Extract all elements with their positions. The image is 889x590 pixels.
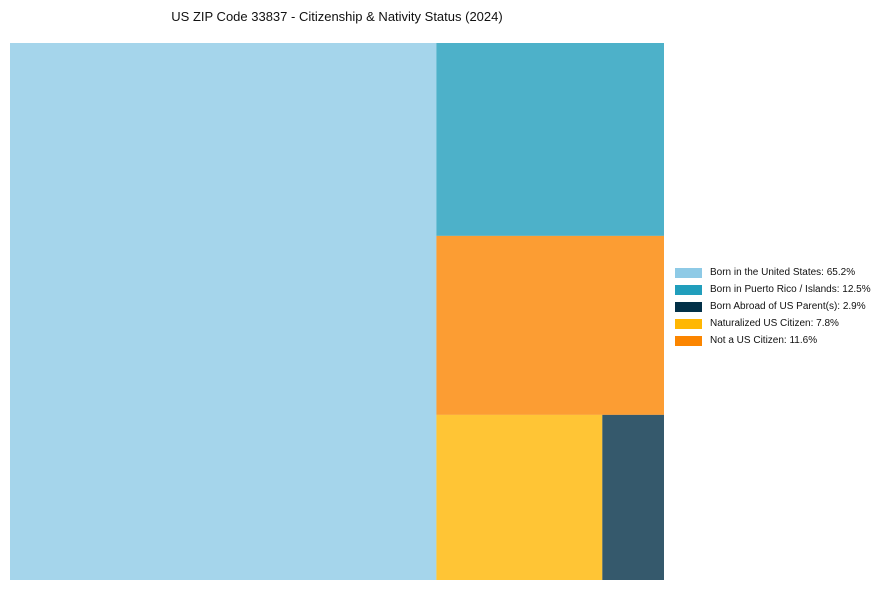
- chart-title: US ZIP Code 33837 - Citizenship & Nativi…: [171, 9, 503, 24]
- legend-swatch: [675, 267, 702, 278]
- legend-item-born-pr: Born in Puerto Rico / Islands: 12.5%: [675, 284, 885, 295]
- treemap-tile-born-in-puerto-rico-islands: [436, 43, 664, 236]
- treemap-plot: [10, 43, 664, 580]
- treemap-tile-not-a-us-citizen: [436, 235, 664, 415]
- legend-item-born-us: Born in the United States: 65.2%: [675, 267, 885, 278]
- legend-item-born-abroad: Born Abroad of US Parent(s): 2.9%: [675, 301, 885, 312]
- legend-label: Naturalized US Citizen: 7.8%: [710, 318, 839, 329]
- treemap-tile-born-in-the-united-states: [10, 43, 437, 580]
- legend-label: Born in Puerto Rico / Islands: 12.5%: [710, 284, 871, 295]
- legend-swatch: [675, 284, 702, 295]
- legend-label: Born Abroad of US Parent(s): 2.9%: [710, 301, 866, 312]
- legend-label: Born in the United States: 65.2%: [710, 267, 856, 278]
- legend: Born in the United States: 65.2% Born in…: [675, 267, 885, 352]
- legend-item-not-citizen: Not a US Citizen: 11.6%: [675, 335, 885, 346]
- legend-label: Not a US Citizen: 11.6%: [710, 335, 818, 346]
- treemap-tile-naturalized-us-citizen: [436, 414, 603, 580]
- legend-swatch: [675, 335, 702, 346]
- legend-swatch: [675, 301, 702, 312]
- treemap-tile-born-abroad-of-us-parent-s: [602, 414, 664, 580]
- legend-swatch: [675, 318, 702, 329]
- legend-item-naturalized: Naturalized US Citizen: 7.8%: [675, 318, 885, 329]
